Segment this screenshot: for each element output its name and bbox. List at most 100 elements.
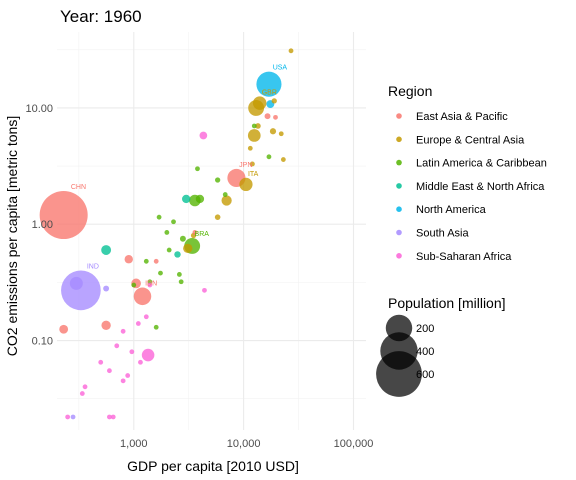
x-tick-label: 100,000 [334, 438, 374, 450]
data-point [214, 214, 221, 220]
data-point [251, 123, 257, 129]
size-legend-label: 600 [416, 369, 434, 381]
data-point [39, 191, 88, 240]
data-point [103, 285, 110, 292]
data-point [143, 258, 149, 264]
y-tick-label: 10.00 [25, 103, 53, 115]
data-point [70, 414, 76, 420]
legend-key-label: South Asia [416, 228, 469, 240]
legend-key-swatch [396, 183, 402, 189]
data-point [183, 243, 193, 254]
data-point [156, 214, 162, 220]
y-axis-title: CO2 emissions per capita [metric tons] [4, 116, 20, 356]
data-point [110, 414, 116, 420]
data-point [195, 166, 200, 172]
data-point [288, 48, 294, 54]
data-point [178, 279, 184, 285]
legend-key-label: Middle East & North Africa [416, 181, 545, 193]
data-point [98, 359, 104, 365]
legend-key-label: East Asia & Pacific [416, 111, 508, 123]
data-points [39, 48, 294, 420]
point-label: IDN [145, 281, 157, 288]
region-legend: Region East Asia & Pacific Europe & Centr… [388, 83, 547, 263]
data-point [138, 359, 143, 365]
data-point [256, 71, 282, 97]
x-axis-ticks: 1,000 10,000 100,000 [120, 438, 373, 450]
data-point [252, 96, 267, 110]
population-legend-title: Population [million] [388, 295, 506, 311]
point-label: ITA [248, 171, 259, 178]
point-label: JPN [239, 162, 252, 169]
legend-key-swatch [396, 159, 402, 166]
legend-key-label: North America [416, 204, 487, 216]
data-point [79, 391, 85, 396]
data-point [247, 145, 253, 151]
data-point [61, 270, 101, 311]
data-point [239, 177, 253, 192]
point-label: IND [87, 264, 99, 271]
data-point [69, 276, 83, 290]
data-point [271, 98, 277, 104]
point-labels: USA GBR JPN ITA CHN BRA IND IDN [71, 65, 288, 288]
data-point [101, 320, 111, 331]
data-point [278, 131, 284, 137]
x-axis-title: GDP per capita [2010 USD] [127, 458, 299, 474]
data-point [129, 349, 135, 355]
data-point [264, 113, 271, 120]
legend-key-swatch [396, 229, 402, 236]
data-point [125, 373, 131, 378]
data-point [222, 192, 228, 197]
data-point [179, 235, 186, 242]
data-point [176, 272, 182, 277]
data-point [120, 378, 126, 384]
data-point [107, 414, 112, 420]
data-point [131, 282, 137, 288]
x-tick-label: 10,000 [227, 438, 261, 450]
data-point [273, 114, 278, 120]
legend-key-label: Sub-Saharan Africa [416, 251, 512, 263]
data-point [82, 384, 88, 390]
data-point [65, 414, 71, 420]
data-point [195, 194, 205, 204]
data-point [247, 129, 261, 142]
region-legend-title: Region [388, 83, 432, 99]
data-point [171, 219, 176, 225]
data-point [215, 177, 221, 183]
point-label: CHN [71, 184, 86, 191]
data-point [153, 324, 159, 330]
x-tick-label: 1,000 [120, 438, 148, 450]
data-point [174, 251, 181, 258]
data-point [120, 328, 126, 334]
y-tick-label: 1.00 [32, 219, 53, 231]
data-point [135, 321, 141, 326]
legend-key-swatch [396, 206, 402, 212]
size-legend-circle [376, 351, 422, 397]
chart-title: Year: 1960 [60, 7, 142, 26]
data-point [255, 123, 261, 129]
point-label: BRA [195, 231, 210, 238]
data-point [280, 157, 286, 162]
data-point [192, 230, 198, 235]
data-point [153, 258, 159, 264]
population-legend: Population [million] 200 400 600 [376, 295, 506, 397]
legend-key-label: Latin America & Caribbean [416, 158, 547, 170]
data-point [199, 131, 208, 140]
data-point [166, 247, 172, 253]
data-point [133, 287, 152, 306]
size-legend-label: 200 [416, 323, 434, 335]
legend-key-swatch [396, 136, 402, 143]
y-axis-ticks: 0.10 1.00 10.00 [25, 103, 53, 348]
data-point [249, 161, 255, 167]
y-tick-label: 0.10 [32, 336, 53, 348]
data-point [164, 230, 170, 235]
point-label: USA [273, 65, 288, 72]
size-legend-label: 400 [416, 346, 434, 358]
data-point [266, 154, 272, 160]
data-point [147, 282, 153, 288]
data-point [221, 195, 232, 206]
data-point [59, 324, 69, 334]
data-point [182, 194, 191, 204]
data-point [202, 287, 207, 293]
data-point [158, 270, 163, 276]
